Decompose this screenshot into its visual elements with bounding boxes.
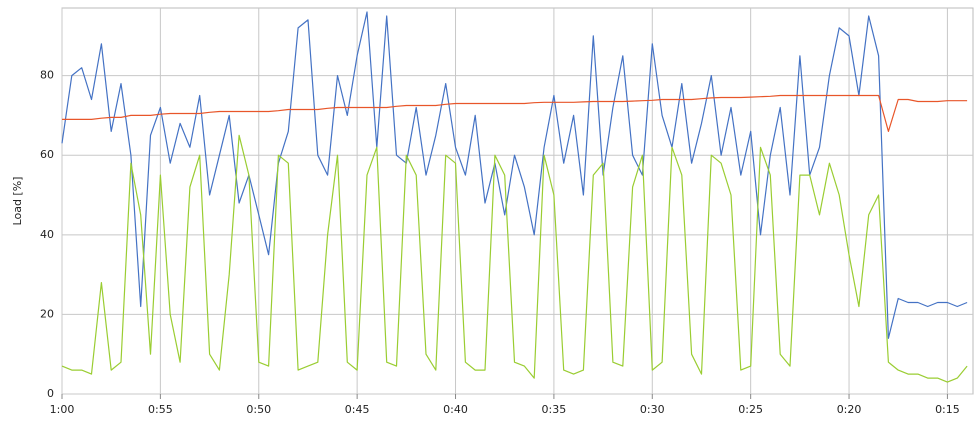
series-line bbox=[62, 94, 968, 132]
y-tick-label: 0 bbox=[47, 387, 54, 400]
x-tick-label: 0:45 bbox=[345, 403, 370, 416]
x-tick-label: 0:15 bbox=[935, 403, 960, 416]
y-tick-label: 40 bbox=[40, 228, 54, 241]
x-tick-label: 0:50 bbox=[246, 403, 271, 416]
series-line bbox=[61, 11, 968, 339]
x-tick-label: 0:55 bbox=[148, 403, 173, 416]
plot-area bbox=[61, 7, 974, 395]
series-line bbox=[61, 134, 968, 383]
x-tick-label: 1:00 bbox=[50, 403, 75, 416]
y-tick-label: 80 bbox=[40, 69, 54, 82]
x-tick-label: 0:35 bbox=[542, 403, 567, 416]
x-tick-label: 0:40 bbox=[443, 403, 468, 416]
y-tick-label: 60 bbox=[40, 148, 54, 161]
y-axis-label: Load [%] bbox=[11, 177, 24, 226]
x-tick-label: 0:30 bbox=[640, 403, 665, 416]
x-tick-label: 0:20 bbox=[837, 403, 862, 416]
x-tick-label: 0:25 bbox=[738, 403, 763, 416]
y-tick-label: 20 bbox=[40, 307, 54, 320]
